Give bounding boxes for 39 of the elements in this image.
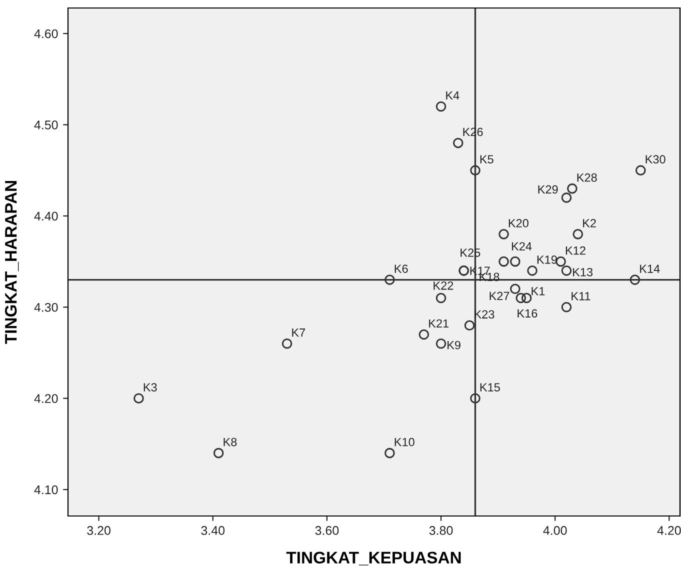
annotation: K3: [144, 383, 157, 392]
annotation: K13: [573, 268, 593, 276]
annotation: K2: [583, 218, 596, 228]
annotation: K9: [448, 340, 460, 350]
annotation: K5: [480, 155, 494, 164]
y-tick-label: 4.60: [34, 29, 58, 38]
annotation: K20: [508, 218, 528, 228]
annotation: K27: [490, 292, 510, 300]
y-tick-label: 4.50: [34, 120, 58, 130]
annotation: K4: [446, 91, 460, 100]
x-axis-title: TINGKAT_KEPUASAN: [286, 552, 461, 566]
annotation: K30: [646, 155, 666, 164]
x-tick-label: 3.40: [201, 526, 225, 535]
y-tick-label: 4.40: [34, 212, 58, 221]
annotation: K6: [394, 264, 408, 273]
y-axis-title: TINGKAT_HARAPAN: [4, 181, 19, 344]
x-tick-label: 4.20: [657, 526, 681, 535]
annotation: K15: [480, 383, 500, 392]
annotation: K12: [566, 246, 586, 255]
annotation: K14: [640, 264, 660, 273]
annotation: K1: [532, 287, 545, 296]
annotation: K16: [518, 309, 538, 318]
x-tick-label: 4.00: [543, 526, 567, 535]
x-tick-label: 3.20: [87, 526, 110, 535]
x-tick-label: 3.60: [315, 526, 339, 535]
y-tick-label: 4.10: [34, 485, 58, 494]
annotation: K24: [512, 242, 532, 250]
annotation: K7: [292, 328, 306, 337]
annotation: K22: [434, 281, 454, 290]
annotation: K19: [537, 255, 557, 264]
y-tick-label: 4.20: [34, 394, 58, 403]
annotation: K11: [572, 292, 590, 300]
annotation: K8: [224, 438, 237, 446]
annotation: K29: [538, 185, 558, 194]
annotation: K21: [429, 319, 449, 328]
x-tick-label: 3.80: [429, 526, 453, 535]
annotation: K28: [577, 173, 597, 182]
annotation: K10: [394, 438, 414, 446]
y-tick-label: 4.30: [34, 302, 58, 312]
